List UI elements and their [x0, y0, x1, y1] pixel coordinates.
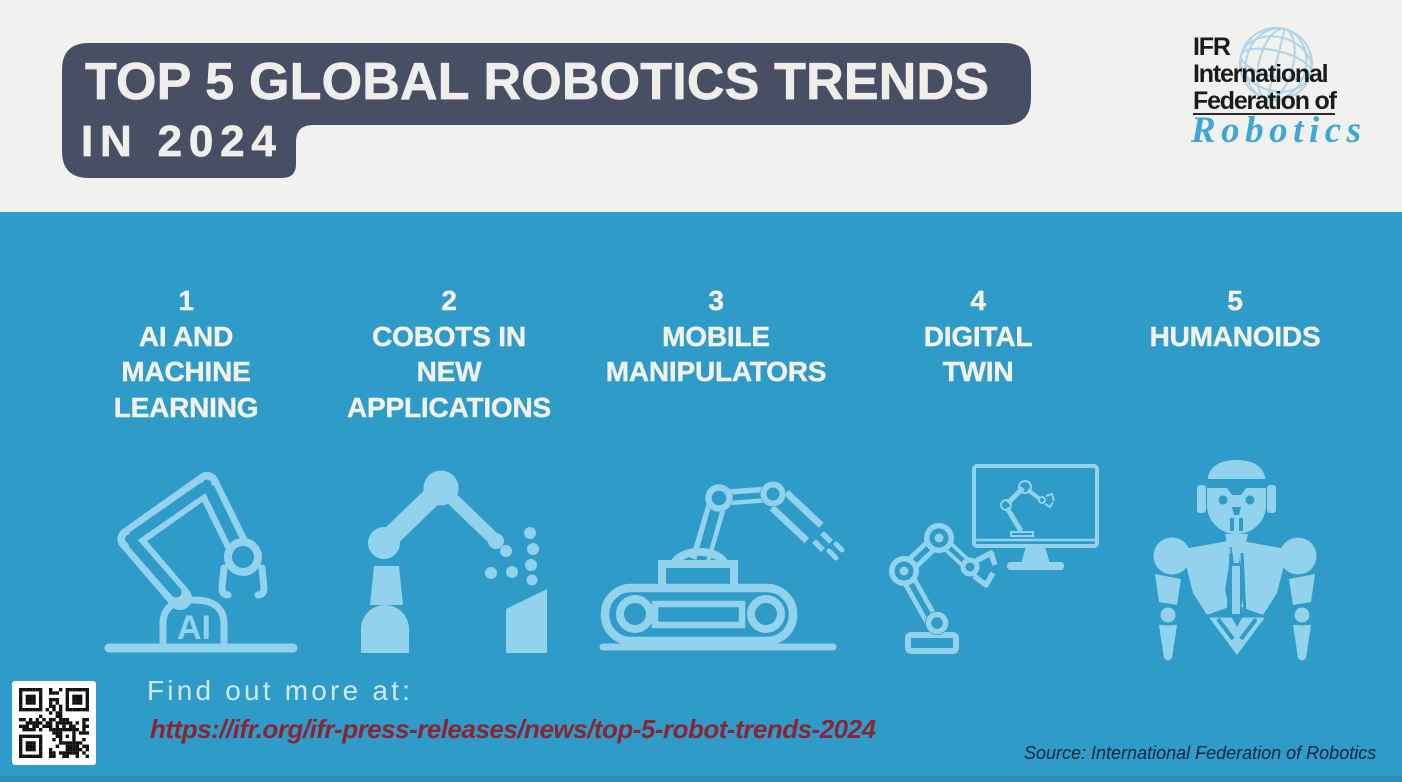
svg-text:AI: AI [177, 609, 211, 647]
